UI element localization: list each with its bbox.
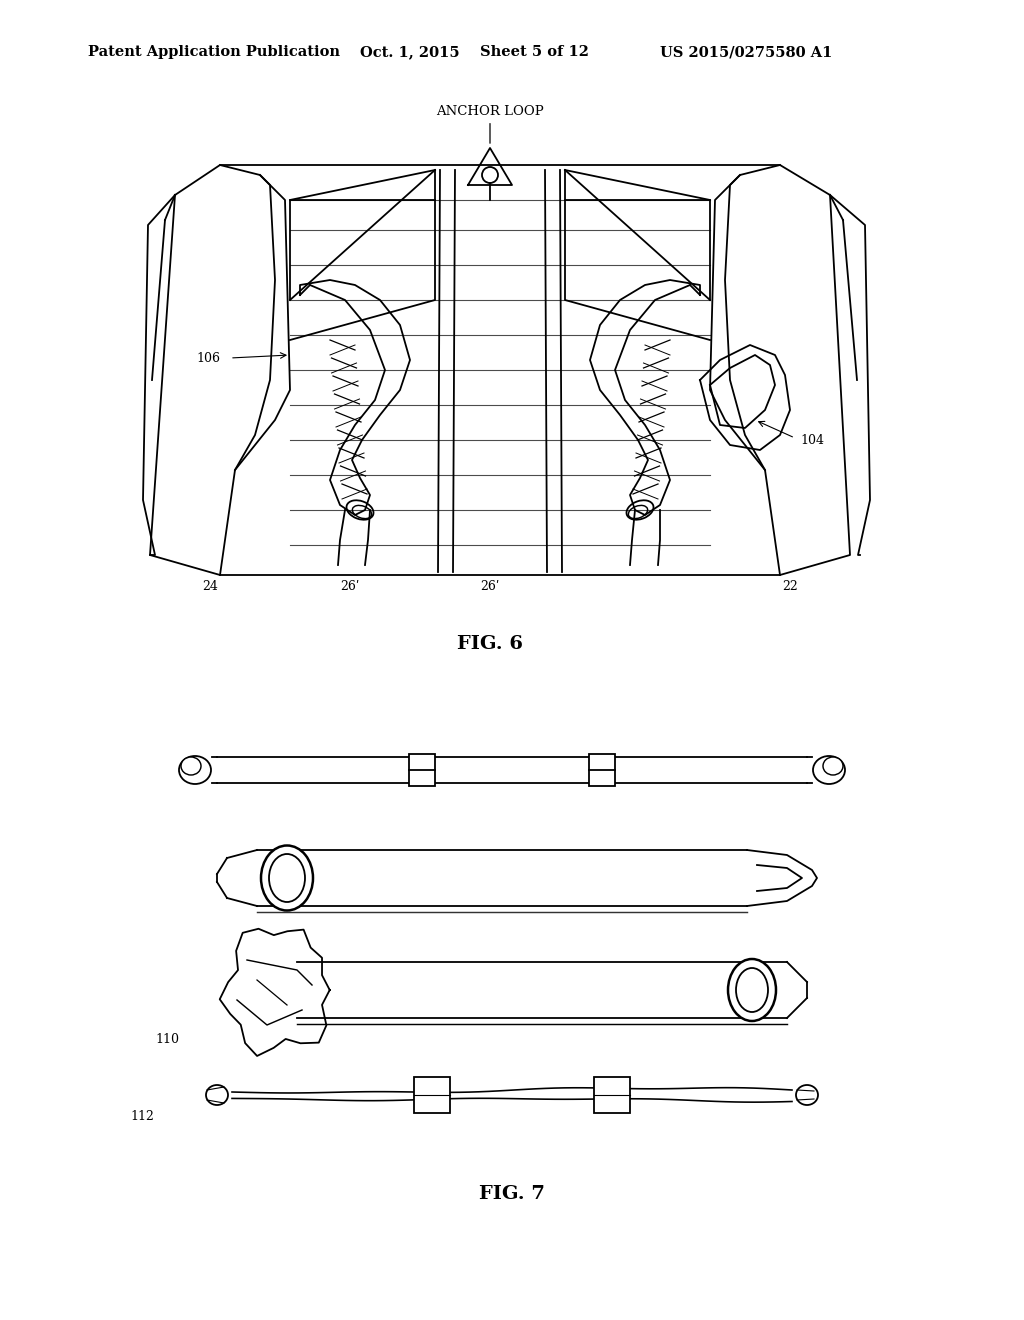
Ellipse shape xyxy=(181,756,201,775)
Text: 104: 104 xyxy=(800,433,824,446)
Bar xyxy=(414,1077,450,1113)
Bar xyxy=(589,754,615,785)
Text: 26ʹ: 26ʹ xyxy=(480,579,500,593)
Text: US 2015/0275580 A1: US 2015/0275580 A1 xyxy=(660,45,833,59)
Text: 106: 106 xyxy=(196,351,220,364)
Bar xyxy=(409,754,435,785)
Ellipse shape xyxy=(179,756,211,784)
Ellipse shape xyxy=(261,846,313,911)
Text: Sheet 5 of 12: Sheet 5 of 12 xyxy=(480,45,589,59)
Text: FIG. 7: FIG. 7 xyxy=(479,1185,545,1203)
Ellipse shape xyxy=(813,756,845,784)
Text: 24: 24 xyxy=(202,579,218,593)
Text: ANCHOR LOOP: ANCHOR LOOP xyxy=(436,106,544,144)
Text: 112: 112 xyxy=(130,1110,154,1123)
Text: Patent Application Publication: Patent Application Publication xyxy=(88,45,340,59)
Text: 26ʹ: 26ʹ xyxy=(340,579,359,593)
Ellipse shape xyxy=(823,756,843,775)
Text: 22: 22 xyxy=(782,579,798,593)
Ellipse shape xyxy=(796,1085,818,1105)
Text: Oct. 1, 2015: Oct. 1, 2015 xyxy=(360,45,460,59)
Ellipse shape xyxy=(728,960,776,1020)
Ellipse shape xyxy=(206,1085,228,1105)
Ellipse shape xyxy=(269,854,305,902)
Text: 110: 110 xyxy=(155,1034,179,1045)
Bar xyxy=(594,1077,630,1113)
Text: FIG. 6: FIG. 6 xyxy=(457,635,523,653)
Ellipse shape xyxy=(736,968,768,1012)
